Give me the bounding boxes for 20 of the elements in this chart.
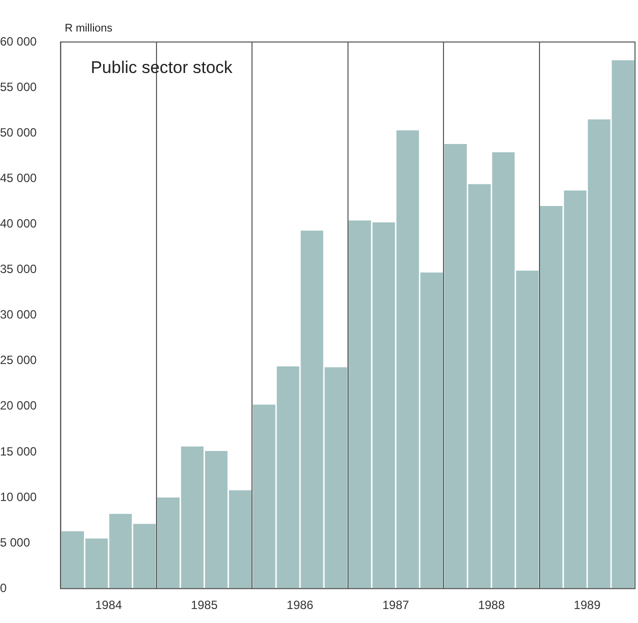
x-tick-label: 1987 [382,598,410,612]
y-tick-label: 40 000 [0,216,38,231]
y-tick-label: 60 000 [0,34,38,48]
x-tick-label: 1988 [478,598,506,612]
y-tick-label: 35 000 [0,262,38,276]
y-tick-label: 30 000 [0,308,38,322]
y-tick-label: 25 000 [0,353,38,368]
x-tick-label: 1986 [286,598,314,612]
y-tick-label: 5 000 [0,535,30,550]
y-tick-label: 10 000 [0,490,38,504]
y-tick-label: 20 000 [0,398,38,413]
y-axis-title: R millions [64,22,113,35]
x-tick-label: 1984 [95,598,122,612]
y-tick-label: 50 000 [0,125,38,140]
x-tick-label: 1989 [574,598,601,612]
y-tick-label: 45 000 [0,170,38,185]
y-tick-label: 0 [0,580,7,595]
y-tick-label: 15 000 [0,444,38,458]
y-tick-label: 55 000 [0,80,38,94]
x-tick-label: 1985 [190,598,218,612]
